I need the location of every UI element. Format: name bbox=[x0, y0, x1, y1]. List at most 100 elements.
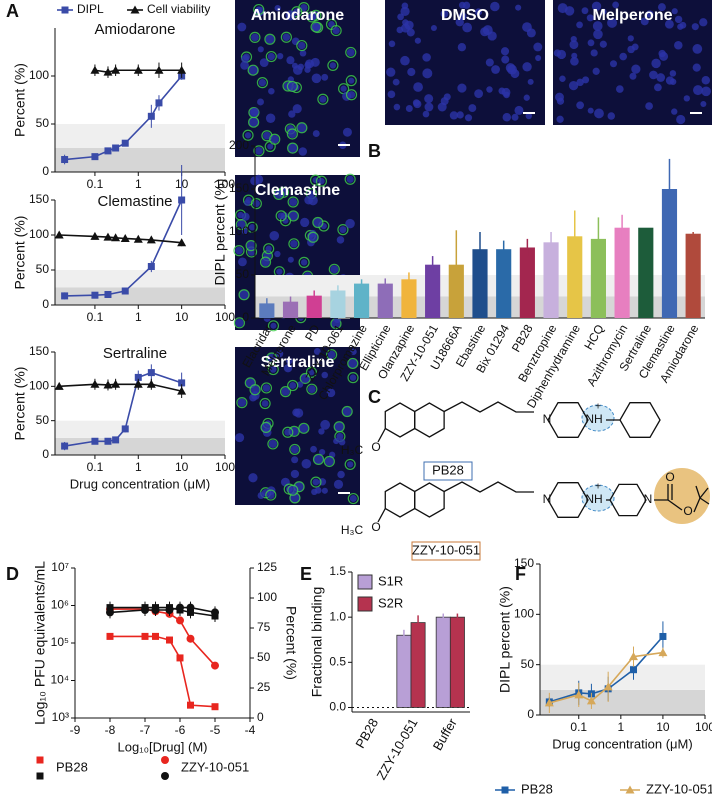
cell bbox=[607, 112, 616, 120]
cell bbox=[251, 33, 259, 42]
shade-band bbox=[540, 689, 705, 715]
cell bbox=[501, 55, 510, 64]
chart-title: Sertraline bbox=[103, 345, 167, 362]
point bbox=[104, 437, 112, 445]
dipl-signal bbox=[233, 245, 245, 257]
cell bbox=[261, 422, 272, 433]
point bbox=[178, 379, 186, 387]
cell bbox=[525, 112, 532, 120]
cell bbox=[440, 10, 449, 18]
point bbox=[154, 65, 164, 74]
bond bbox=[377, 508, 386, 523]
cell bbox=[308, 369, 315, 376]
cell bbox=[237, 398, 247, 407]
x-tick-label: -8 bbox=[105, 723, 116, 737]
dipl-signal bbox=[341, 405, 353, 418]
cell bbox=[310, 445, 317, 453]
cell bbox=[290, 240, 298, 248]
cell bbox=[333, 438, 340, 445]
cell bbox=[287, 143, 298, 153]
atom-label: O bbox=[665, 470, 674, 484]
y-tick-label: 100 bbox=[29, 68, 49, 82]
cell bbox=[312, 478, 320, 486]
cell bbox=[397, 13, 404, 21]
point bbox=[121, 425, 129, 433]
cell bbox=[592, 21, 603, 31]
bar bbox=[590, 238, 606, 318]
cell bbox=[462, 22, 473, 33]
cell bbox=[348, 358, 358, 369]
legend-marker bbox=[625, 785, 635, 794]
point bbox=[104, 147, 112, 155]
cell bbox=[658, 49, 666, 58]
bar bbox=[306, 295, 322, 318]
cell bbox=[386, 67, 396, 77]
cell bbox=[413, 82, 423, 92]
dipl-signal bbox=[312, 453, 325, 465]
x-tick-label: ZZY-10-051 bbox=[373, 716, 420, 783]
cell bbox=[329, 62, 337, 69]
bond bbox=[667, 499, 683, 511]
bar bbox=[638, 227, 654, 318]
cell bbox=[387, 90, 396, 99]
cell bbox=[255, 6, 262, 13]
dipl-signal bbox=[345, 46, 357, 59]
cell bbox=[239, 289, 250, 300]
dipl-signal bbox=[280, 31, 292, 43]
y-tick-label: 150 bbox=[29, 344, 49, 358]
cell bbox=[535, 55, 542, 62]
panel-letter: B bbox=[368, 141, 381, 161]
bar bbox=[472, 249, 488, 318]
x-tick-label: 100 bbox=[215, 460, 235, 474]
cell bbox=[676, 114, 686, 125]
point bbox=[147, 263, 155, 270]
cell bbox=[570, 56, 579, 66]
cell bbox=[669, 70, 677, 77]
y-tick-label: 100 bbox=[514, 607, 534, 621]
cell bbox=[590, 49, 598, 57]
dipl-signal bbox=[326, 349, 338, 361]
dipl-signal bbox=[347, 357, 359, 370]
cell bbox=[455, 17, 464, 27]
point bbox=[133, 65, 143, 74]
cell bbox=[701, 86, 711, 97]
point bbox=[659, 632, 667, 640]
legend-label: ZZY-10-051 bbox=[181, 759, 249, 774]
cell bbox=[440, 97, 449, 106]
cell bbox=[267, 143, 274, 150]
cell bbox=[320, 419, 331, 430]
dipl-signal bbox=[248, 106, 260, 119]
structure-label: ZZY-10-051 bbox=[412, 542, 480, 557]
x-tick-label: -4 bbox=[245, 723, 256, 737]
x-tick-label: Buffer bbox=[430, 715, 461, 753]
point bbox=[112, 436, 120, 444]
dipl-signal bbox=[305, 366, 318, 378]
cell bbox=[586, 14, 594, 22]
cell bbox=[407, 67, 416, 77]
cell bbox=[290, 445, 299, 454]
point bbox=[574, 690, 584, 699]
cell bbox=[657, 3, 666, 12]
cell bbox=[336, 432, 344, 441]
cell bbox=[318, 428, 325, 435]
cell bbox=[289, 198, 298, 206]
series-line bbox=[64, 199, 183, 297]
cell bbox=[248, 473, 258, 483]
cell bbox=[656, 73, 666, 82]
cell bbox=[522, 62, 532, 72]
cell bbox=[679, 21, 687, 29]
cell bbox=[430, 25, 437, 32]
point bbox=[186, 634, 195, 643]
x-tick-label: 1 bbox=[617, 720, 624, 734]
series-line bbox=[549, 635, 664, 703]
atom-label: H₃C bbox=[341, 443, 364, 457]
y2-tick-label: 0 bbox=[257, 710, 264, 724]
cell bbox=[258, 78, 267, 87]
cell bbox=[336, 236, 345, 244]
cell bbox=[248, 224, 256, 231]
panel-letter: F bbox=[515, 564, 526, 584]
x-tick-label: 100 bbox=[215, 177, 235, 191]
cell bbox=[338, 438, 346, 446]
y2-tick-label: 25 bbox=[257, 680, 271, 694]
y-tick-label: 200 bbox=[229, 138, 249, 152]
